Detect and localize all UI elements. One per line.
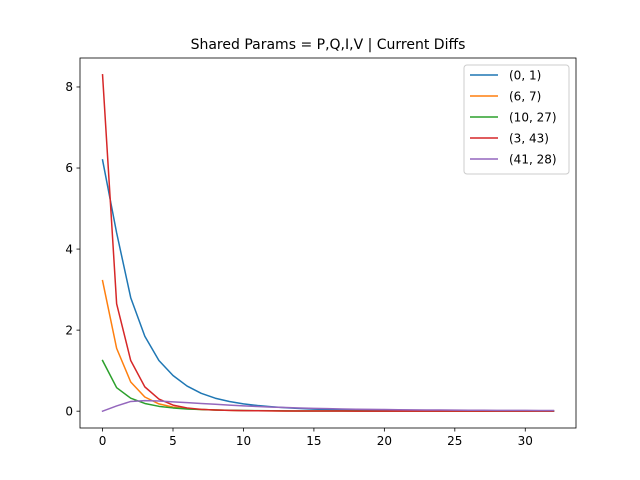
y-tick-label: 6 <box>65 161 73 175</box>
y-tick-label: 2 <box>65 323 73 337</box>
y-axis: 0 2 4 6 8 <box>65 80 80 418</box>
legend: (0, 1) (6, 7) (10, 27) (3, 43) (41, 28) <box>463 64 570 175</box>
x-tick-label: 10 <box>236 434 251 448</box>
legend-label: (10, 27) <box>509 110 557 124</box>
plot-area <box>79 57 577 429</box>
y-tick-label: 8 <box>65 80 73 94</box>
y-tick-label: 0 <box>65 404 73 418</box>
legend-label: (41, 28) <box>509 152 557 166</box>
x-tick-label: 5 <box>169 434 177 448</box>
x-tick-label: 0 <box>99 434 107 448</box>
legend-box <box>463 64 570 175</box>
axes-frame <box>79 57 577 429</box>
x-axis: 0 5 10 15 20 25 30 <box>99 428 533 448</box>
series-layer <box>101 74 555 413</box>
legend-label: (3, 43) <box>509 131 549 145</box>
x-tick-label: 15 <box>306 434 321 448</box>
x-tick-label: 25 <box>447 434 462 448</box>
chart-title: Shared Params = P,Q,I,V | Current Diffs <box>191 37 466 53</box>
y-tick-label: 4 <box>65 242 73 256</box>
legend-label: (6, 7) <box>509 89 541 103</box>
series-line-4 <box>101 74 555 412</box>
series-line-5 <box>101 399 555 413</box>
x-tick-label: 30 <box>518 434 533 448</box>
legend-label: (0, 1) <box>509 68 541 82</box>
x-tick-label: 20 <box>377 434 392 448</box>
